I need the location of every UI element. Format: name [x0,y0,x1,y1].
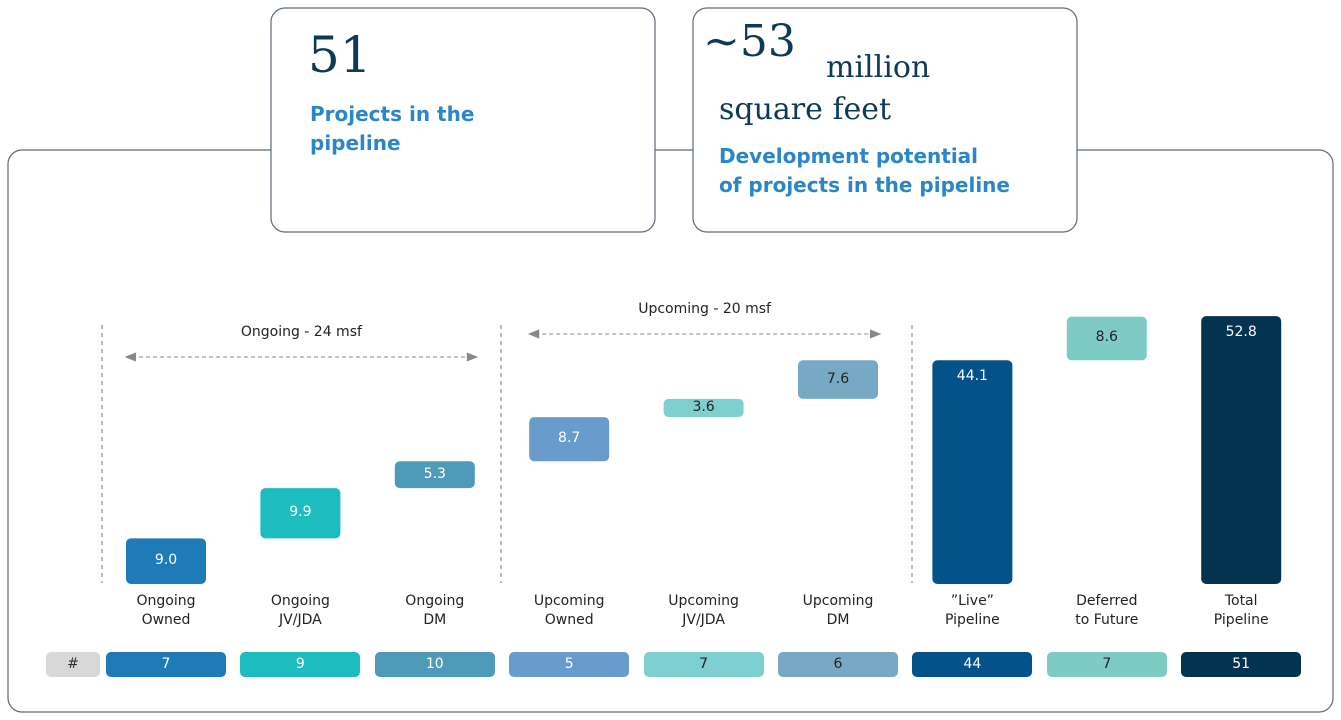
value-label: 52.8 [1225,324,1257,341]
annotation-arrow [527,329,882,339]
count-pill: 10 [374,652,495,677]
count-pill: 7 [1046,652,1167,677]
value-label: 9.9 [289,504,312,521]
value-label: 44.1 [956,368,988,385]
count-pill: 5 [509,652,630,677]
value-label: 3.6 [692,398,715,415]
x-tick-label: Upcoming JV/JDA [668,593,739,628]
x-tick-label: Deferred to Future [1075,593,1139,628]
arrow-head [466,352,479,362]
annotation: Ongoing - 24 msf [240,324,362,340]
count-label: # [46,652,100,677]
bar [126,538,206,584]
value-label: 5.3 [423,465,446,482]
bar [1066,316,1147,361]
card [270,7,656,233]
bar [932,360,1013,584]
value-label: 8.6 [1095,329,1118,346]
count-pill: 9 [240,652,361,677]
x-tick-label: Ongoing Owned [136,593,196,628]
card-caption: Projects in the pipeline [310,102,475,155]
arrow-head [527,329,540,339]
card-caption: Development potential of projects in the… [719,144,1010,197]
value-label: 7.6 [826,370,850,387]
bar [394,461,475,489]
arrow-head [124,352,137,362]
annotation-arrow [124,352,479,362]
x-tick-label: Upcoming Owned [533,593,605,628]
count-pill: 51 [1181,652,1302,677]
card-unit: million [826,50,931,85]
bar [1201,316,1282,584]
card-unit: square feet [719,92,892,127]
x-tick-label: Upcoming DM [802,593,874,628]
card [692,7,1078,233]
bar [529,417,610,462]
count-pill: 7 [643,652,764,677]
count-pill: 7 [106,652,226,677]
x-tick-label: Ongoing JV/JDA [270,593,330,628]
x-tick-label: Total Pipeline [1213,593,1269,628]
count-pill: 6 [778,652,898,677]
x-tick-label: Ongoing DM [405,593,465,628]
card-number: 51 [308,26,372,84]
bar [798,360,878,399]
card-number: ~53 [703,16,796,67]
value-label: 9.0 [154,552,178,569]
value-label: 8.7 [558,430,581,447]
bar [663,398,744,418]
separators [101,325,913,583]
count-pill: 44 [912,652,1033,677]
x-tick-label: ”Live” Pipeline [944,593,1000,628]
arrow-head [869,329,882,339]
bar [260,488,341,539]
annotation: Upcoming - 20 msf [638,301,771,317]
